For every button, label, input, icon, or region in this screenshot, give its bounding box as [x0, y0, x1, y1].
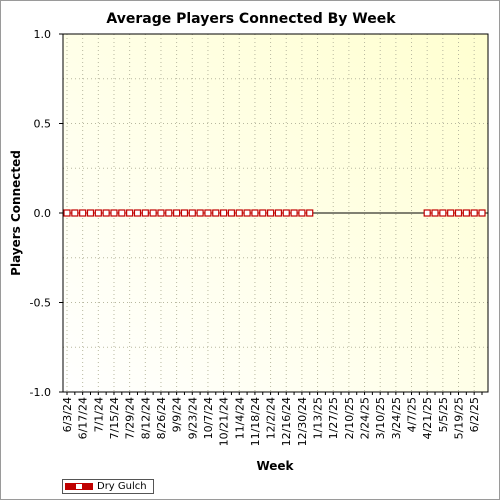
data-point: [478, 209, 486, 217]
y-tick-label: 0.5: [34, 118, 52, 131]
x-tick-label: 12/30/24: [296, 397, 309, 446]
data-point: [86, 209, 95, 217]
x-tick-label: 10/21/24: [218, 397, 231, 446]
x-tick-label: 3/10/25: [374, 397, 387, 439]
data-point: [79, 209, 87, 217]
x-tick-label: 7/15/24: [108, 397, 121, 439]
x-tick-label: 12/2/24: [265, 397, 278, 439]
data-point: [118, 209, 126, 217]
x-tick-label: 9/9/24: [171, 397, 184, 432]
x-tick-label: 10/7/24: [202, 397, 215, 439]
data-point: [431, 209, 439, 217]
x-axis-ticks: 6/3/24 6/17/24 7/1/24 7/15/24 7/29/24 8/12/24…: [61, 392, 483, 446]
data-point: [259, 209, 267, 217]
x-tick-label: 7/1/24: [92, 397, 105, 432]
data-point: [165, 209, 173, 217]
x-tick-label: 2/10/25: [343, 397, 356, 439]
y-axis-title: Players Connected: [9, 150, 23, 276]
data-point: [63, 209, 71, 217]
x-tick-label: 3/24/25: [390, 397, 403, 439]
data-point: [94, 209, 102, 217]
y-tick-label: -0.5: [30, 297, 51, 310]
data-point: [298, 209, 306, 217]
y-tick-label: -1.0: [30, 386, 51, 399]
data-point: [220, 209, 228, 217]
x-tick-label: 6/3/24: [61, 397, 74, 432]
x-axis-title: Week: [256, 459, 294, 473]
x-tick-label: 1/13/25: [312, 397, 325, 439]
data-point: [243, 209, 251, 217]
x-tick-label: 1/27/25: [327, 397, 340, 439]
x-tick-label: 11/4/24: [233, 397, 246, 439]
data-point: [196, 209, 204, 217]
data-point: [110, 209, 118, 217]
data-point: [462, 209, 470, 217]
data-point: [266, 209, 275, 217]
x-tick-label: 5/19/25: [453, 397, 466, 439]
data-point: [180, 209, 189, 217]
data-point: [470, 209, 478, 217]
x-tick-label: 11/18/24: [249, 397, 262, 446]
legend: Dry Gulch: [62, 479, 154, 494]
data-point: [290, 209, 298, 217]
legend-label: Dry Gulch: [97, 481, 147, 492]
x-tick-label: 8/12/24: [139, 397, 152, 439]
y-tick-label: 0.0: [34, 207, 52, 220]
x-tick-label: 12/16/24: [280, 397, 293, 446]
x-tick-label: 5/5/25: [437, 397, 450, 432]
x-tick-label: 2/24/25: [359, 397, 372, 439]
data-point: [274, 209, 283, 217]
data-point: [157, 209, 165, 217]
data-point: [71, 209, 79, 217]
chart-title: Average Players Connected By Week: [106, 11, 396, 27]
data-point: [282, 209, 290, 217]
data-point: [141, 209, 149, 217]
data-point: [133, 209, 142, 217]
legend-marker-icon: [75, 483, 83, 490]
x-tick-label: 8/26/24: [155, 397, 168, 439]
data-point: [149, 209, 157, 217]
data-point: [126, 209, 134, 217]
data-point: [173, 209, 181, 217]
data-point: [306, 209, 314, 217]
x-tick-label: 4/7/25: [406, 397, 419, 432]
x-tick-label: 4/21/25: [421, 397, 434, 439]
x-tick-label: 9/23/24: [186, 397, 199, 439]
data-point: [235, 209, 243, 217]
data-point: [423, 209, 431, 217]
data-point: [212, 209, 220, 217]
x-tick-label: 7/29/24: [124, 397, 137, 439]
data-point: [251, 209, 259, 217]
x-tick-label: 6/2/25: [468, 397, 481, 432]
data-point: [188, 209, 196, 217]
grid-lines: [63, 34, 488, 392]
y-axis-ticks: 1.0 0.5 0.0 -0.5 -1.0: [30, 28, 63, 399]
legend-swatch: [65, 483, 93, 490]
x-tick-label: 6/17/24: [77, 397, 90, 439]
series-layer: [63, 209, 486, 217]
y-tick-label: 1.0: [34, 28, 52, 41]
data-point: [204, 209, 212, 217]
data-point: [454, 209, 463, 217]
data-point: [102, 209, 110, 217]
data-point: [227, 209, 236, 217]
data-point: [447, 209, 455, 217]
data-point: [439, 209, 447, 217]
